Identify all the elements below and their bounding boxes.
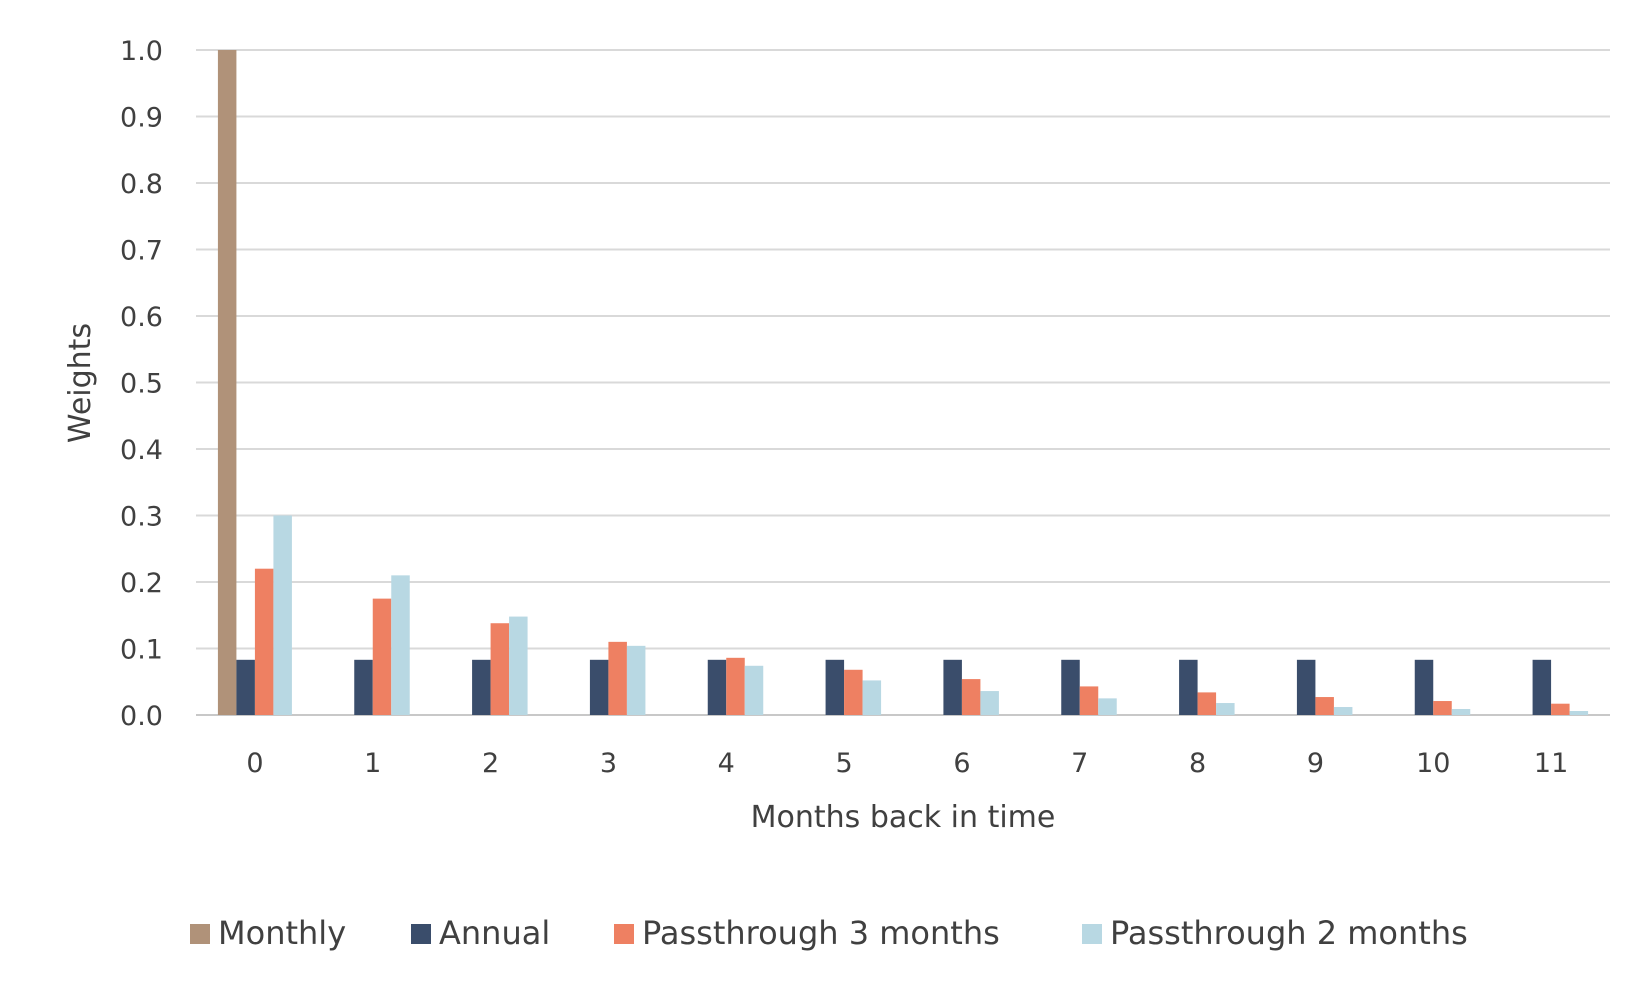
bar-passthrough-2-months — [744, 665, 764, 715]
bar-passthrough-3-months — [372, 598, 392, 715]
y-tick-label: 0.5 — [120, 369, 163, 400]
x-tick-label: 3 — [600, 748, 617, 779]
bar-passthrough-2-months — [1216, 703, 1235, 715]
y-tick-label: 0.8 — [120, 169, 163, 200]
legend-label: Monthly — [218, 914, 346, 952]
bar-passthrough-2-months — [273, 515, 292, 715]
bar-annual — [236, 659, 255, 715]
x-tick-label: 1 — [364, 748, 381, 779]
y-axis-title: Weights — [63, 323, 98, 443]
x-tick-label: 6 — [953, 748, 970, 779]
y-tick-label: 0.4 — [120, 435, 163, 466]
bar-passthrough-3-months — [961, 679, 981, 715]
legend-label: Passthrough 2 months — [1110, 914, 1468, 952]
bar-passthrough-3-months — [1315, 697, 1334, 715]
bar-monthly — [217, 50, 237, 715]
bar-passthrough-2-months — [1333, 707, 1353, 715]
x-tick-label: 9 — [1307, 748, 1324, 779]
bar-passthrough-3-months — [726, 657, 745, 715]
bar-annual — [1061, 659, 1080, 715]
bar-passthrough-2-months — [626, 645, 646, 715]
bar-passthrough-3-months — [1433, 701, 1452, 715]
x-tick-label: 0 — [246, 748, 263, 779]
bar-annual — [354, 659, 373, 715]
y-tick-label: 0.6 — [120, 302, 163, 333]
bar-passthrough-3-months — [608, 641, 627, 715]
bar-passthrough-2-months — [1098, 698, 1117, 715]
y-tick-label: 0.1 — [120, 635, 163, 666]
bar-annual — [707, 659, 727, 715]
bar-passthrough-2-months — [391, 575, 410, 715]
bar-annual — [1296, 659, 1316, 715]
bar-passthrough-2-months — [1569, 711, 1589, 715]
bar-annual — [825, 659, 845, 715]
y-tick-label: 0.2 — [120, 568, 163, 599]
y-tick-label: 0.9 — [120, 103, 163, 134]
bar-annual — [1179, 659, 1198, 715]
legend: Monthly Annual Passthrough 3 months Passthr… — [190, 914, 1468, 952]
legend-label: Passthrough 3 months — [642, 914, 1000, 952]
gridlines — [196, 49, 1610, 716]
x-tick-label: 5 — [835, 748, 852, 779]
y-tick-label: 1.0 — [120, 36, 163, 67]
legend-swatch — [411, 924, 431, 944]
bars — [217, 50, 1589, 715]
x-tick-label: 4 — [718, 748, 735, 779]
bar-passthrough-3-months — [490, 623, 510, 715]
x-axis-ticks: 0 1 2 3 4 5 6 7 8 9 10 11 — [246, 748, 1568, 779]
x-axis-title: Months back in time — [751, 800, 1056, 835]
bar-annual — [1532, 659, 1552, 715]
bar-passthrough-2-months — [980, 691, 999, 715]
bar-passthrough-3-months — [1551, 703, 1570, 715]
x-tick-label: 8 — [1189, 748, 1206, 779]
y-tick-label: 0.3 — [120, 502, 163, 533]
bar-annual — [1414, 659, 1434, 715]
bar-annual — [589, 659, 609, 715]
bar-annual — [472, 659, 491, 715]
y-axis-ticks: 0.0 0.1 0.2 0.3 0.4 0.5 0.6 0.7 0.8 0.9 1.0 — [120, 36, 163, 732]
x-tick-label: 11 — [1534, 748, 1568, 779]
y-tick-label: 0.0 — [120, 701, 163, 732]
bar-passthrough-3-months — [1079, 686, 1099, 715]
bar-passthrough-2-months — [509, 616, 528, 715]
bar-passthrough-3-months — [844, 669, 863, 715]
bar-annual — [943, 659, 962, 715]
x-tick-label: 7 — [1071, 748, 1088, 779]
bar-passthrough-3-months — [254, 568, 274, 715]
y-tick-label: 0.7 — [120, 236, 163, 267]
legend-label: Annual — [439, 914, 550, 952]
bar-passthrough-3-months — [1197, 692, 1217, 715]
x-tick-label: 2 — [482, 748, 499, 779]
legend-swatch — [614, 924, 634, 944]
bar-passthrough-2-months — [1451, 709, 1471, 715]
legend-swatch — [1082, 924, 1102, 944]
legend-swatch — [190, 924, 210, 944]
x-tick-label: 10 — [1416, 748, 1450, 779]
bar-passthrough-2-months — [862, 680, 882, 715]
